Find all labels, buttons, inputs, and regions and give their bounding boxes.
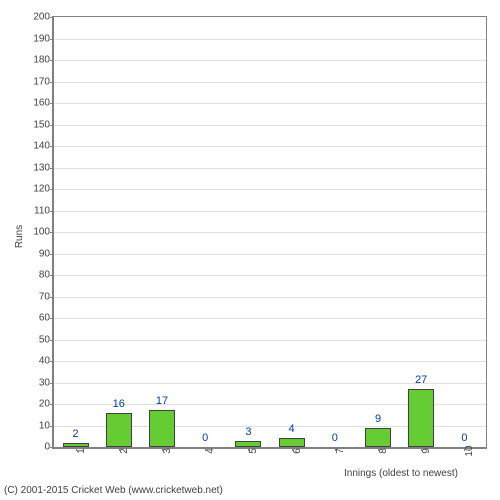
y-tick-label: 180 bbox=[33, 55, 50, 66]
y-tick-mark bbox=[50, 168, 54, 169]
gridline bbox=[54, 318, 486, 319]
bar bbox=[106, 413, 132, 447]
x-axis-title: Innings (oldest to newest) bbox=[344, 468, 458, 479]
y-tick-label: 150 bbox=[33, 119, 50, 130]
y-tick-label: 20 bbox=[39, 399, 50, 410]
bar-value-label: 0 bbox=[461, 432, 467, 444]
bar-value-label: 2 bbox=[73, 428, 79, 440]
bar-value-label: 4 bbox=[289, 423, 295, 435]
gridline bbox=[54, 146, 486, 147]
bar bbox=[279, 438, 305, 447]
gridline bbox=[54, 103, 486, 104]
gridline bbox=[54, 60, 486, 61]
y-tick-mark bbox=[50, 125, 54, 126]
gridline bbox=[54, 361, 486, 362]
y-tick-label: 190 bbox=[33, 33, 50, 44]
gridline bbox=[54, 232, 486, 233]
gridline bbox=[54, 254, 486, 255]
y-tick-mark bbox=[50, 426, 54, 427]
bar bbox=[408, 389, 434, 447]
y-tick-label: 0 bbox=[44, 442, 50, 453]
y-tick-mark bbox=[50, 318, 54, 319]
bar-value-label: 9 bbox=[375, 413, 381, 425]
gridline bbox=[54, 340, 486, 341]
y-tick-mark bbox=[50, 211, 54, 212]
y-tick-label: 120 bbox=[33, 184, 50, 195]
y-tick-mark bbox=[50, 146, 54, 147]
y-tick-label: 70 bbox=[39, 291, 50, 302]
y-tick-mark bbox=[50, 404, 54, 405]
y-tick-mark bbox=[50, 447, 54, 448]
y-tick-label: 40 bbox=[39, 356, 50, 367]
gridline bbox=[54, 297, 486, 298]
y-tick-label: 80 bbox=[39, 270, 50, 281]
gridline bbox=[54, 125, 486, 126]
y-tick-mark bbox=[50, 103, 54, 104]
gridline bbox=[54, 168, 486, 169]
y-tick-label: 50 bbox=[39, 334, 50, 345]
y-tick-mark bbox=[50, 275, 54, 276]
y-tick-mark bbox=[50, 297, 54, 298]
gridline bbox=[54, 275, 486, 276]
x-tick-label: 3 bbox=[162, 448, 173, 454]
y-tick-mark bbox=[50, 189, 54, 190]
y-tick-mark bbox=[50, 340, 54, 341]
gridline bbox=[54, 211, 486, 212]
gridline bbox=[54, 82, 486, 83]
bar bbox=[365, 428, 391, 447]
plot-area: 0102030405060708090100110120130140150160… bbox=[52, 16, 487, 449]
gridline bbox=[54, 39, 486, 40]
y-tick-label: 30 bbox=[39, 377, 50, 388]
y-tick-label: 10 bbox=[39, 420, 50, 431]
x-tick-label: 1 bbox=[76, 448, 87, 454]
y-tick-label: 100 bbox=[33, 227, 50, 238]
y-tick-label: 110 bbox=[34, 205, 50, 216]
gridline bbox=[54, 189, 486, 190]
bar bbox=[235, 441, 261, 447]
x-tick-label: 5 bbox=[248, 448, 259, 454]
y-tick-label: 60 bbox=[39, 313, 50, 324]
x-tick-label: 2 bbox=[119, 448, 130, 454]
bar-value-label: 0 bbox=[202, 432, 208, 444]
x-tick-label: 4 bbox=[205, 448, 216, 454]
y-tick-mark bbox=[50, 383, 54, 384]
y-tick-label: 140 bbox=[33, 141, 50, 152]
y-axis-title: Runs bbox=[14, 225, 25, 248]
y-tick-mark bbox=[50, 361, 54, 362]
x-tick-label: 10 bbox=[464, 445, 475, 456]
y-tick-mark bbox=[50, 17, 54, 18]
copyright-text: (C) 2001-2015 Cricket Web (www.cricketwe… bbox=[4, 485, 223, 496]
y-tick-label: 130 bbox=[33, 162, 50, 173]
y-tick-mark bbox=[50, 254, 54, 255]
x-tick-label: 8 bbox=[378, 448, 389, 454]
x-tick-label: 6 bbox=[292, 448, 303, 454]
y-tick-mark bbox=[50, 39, 54, 40]
y-tick-mark bbox=[50, 82, 54, 83]
y-tick-label: 200 bbox=[33, 12, 50, 23]
bar bbox=[149, 410, 175, 447]
bar-value-label: 27 bbox=[415, 374, 427, 386]
bar-value-label: 17 bbox=[156, 395, 168, 407]
bar-value-label: 3 bbox=[245, 426, 251, 438]
bar-value-label: 0 bbox=[332, 432, 338, 444]
bar-value-label: 16 bbox=[113, 398, 125, 410]
y-tick-label: 90 bbox=[39, 248, 50, 259]
x-tick-label: 9 bbox=[421, 448, 432, 454]
bar bbox=[63, 443, 89, 447]
y-tick-label: 160 bbox=[33, 98, 50, 109]
chart-container: 0102030405060708090100110120130140150160… bbox=[0, 0, 500, 500]
y-tick-mark bbox=[50, 232, 54, 233]
y-tick-label: 170 bbox=[33, 76, 50, 87]
y-tick-mark bbox=[50, 60, 54, 61]
x-tick-label: 7 bbox=[335, 448, 346, 454]
